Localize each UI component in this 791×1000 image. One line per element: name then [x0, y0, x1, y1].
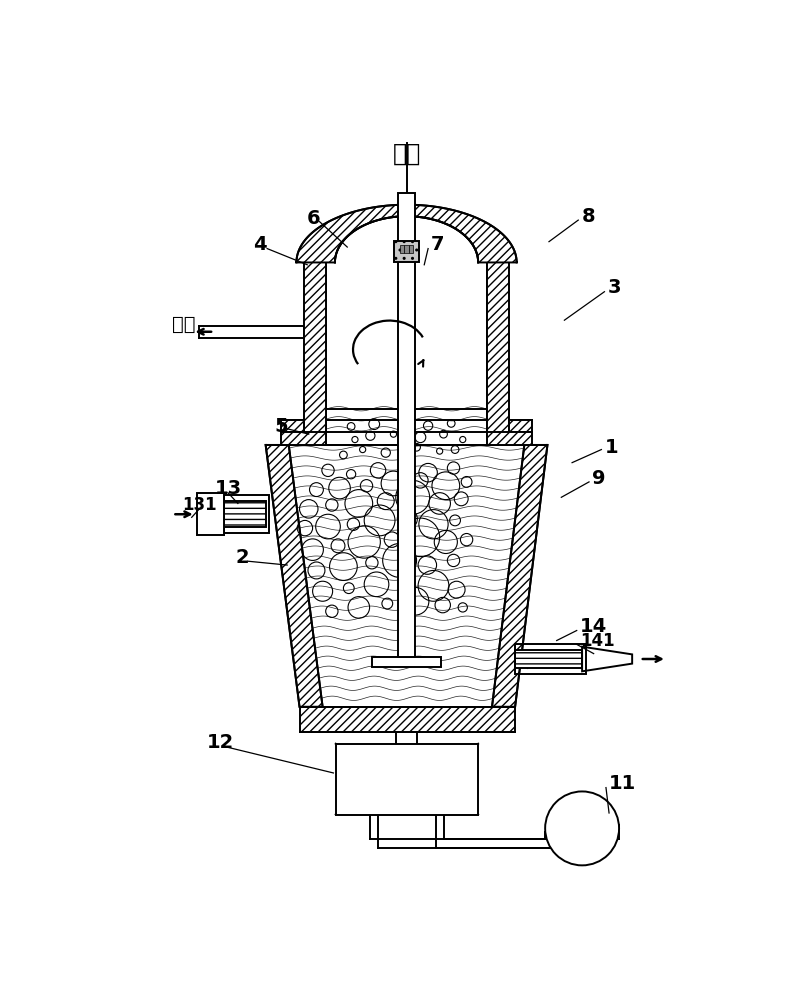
Text: 氮气: 氮气 — [392, 142, 421, 166]
Text: 抽气: 抽气 — [172, 315, 195, 334]
Text: 141: 141 — [580, 632, 615, 650]
Text: 9: 9 — [592, 469, 606, 488]
Polygon shape — [300, 707, 515, 732]
Polygon shape — [281, 420, 304, 432]
Polygon shape — [582, 647, 632, 671]
Polygon shape — [224, 501, 266, 527]
Text: 12: 12 — [207, 733, 234, 752]
Text: 14: 14 — [580, 617, 607, 636]
Polygon shape — [326, 262, 487, 436]
Text: 5: 5 — [274, 417, 288, 436]
Polygon shape — [398, 193, 415, 657]
Polygon shape — [509, 420, 532, 432]
Text: 8: 8 — [582, 207, 596, 226]
Polygon shape — [492, 445, 547, 707]
Polygon shape — [304, 262, 326, 436]
Polygon shape — [399, 245, 404, 253]
Text: 2: 2 — [236, 548, 249, 567]
Polygon shape — [297, 205, 517, 262]
Polygon shape — [487, 262, 509, 436]
Text: 6: 6 — [307, 209, 321, 228]
Polygon shape — [487, 432, 532, 445]
Polygon shape — [409, 245, 414, 253]
Text: 131: 131 — [182, 496, 216, 514]
Polygon shape — [394, 241, 419, 262]
Polygon shape — [266, 445, 323, 707]
Text: 13: 13 — [215, 479, 242, 498]
Text: 1: 1 — [604, 438, 618, 457]
Text: 11: 11 — [609, 774, 636, 793]
Polygon shape — [404, 245, 409, 253]
Polygon shape — [515, 650, 582, 668]
Polygon shape — [335, 744, 478, 815]
Circle shape — [545, 791, 619, 865]
Text: 4: 4 — [253, 235, 267, 254]
Text: 3: 3 — [607, 278, 621, 297]
Polygon shape — [281, 432, 326, 445]
Text: 7: 7 — [430, 235, 444, 254]
Polygon shape — [197, 493, 224, 535]
Polygon shape — [372, 657, 441, 667]
